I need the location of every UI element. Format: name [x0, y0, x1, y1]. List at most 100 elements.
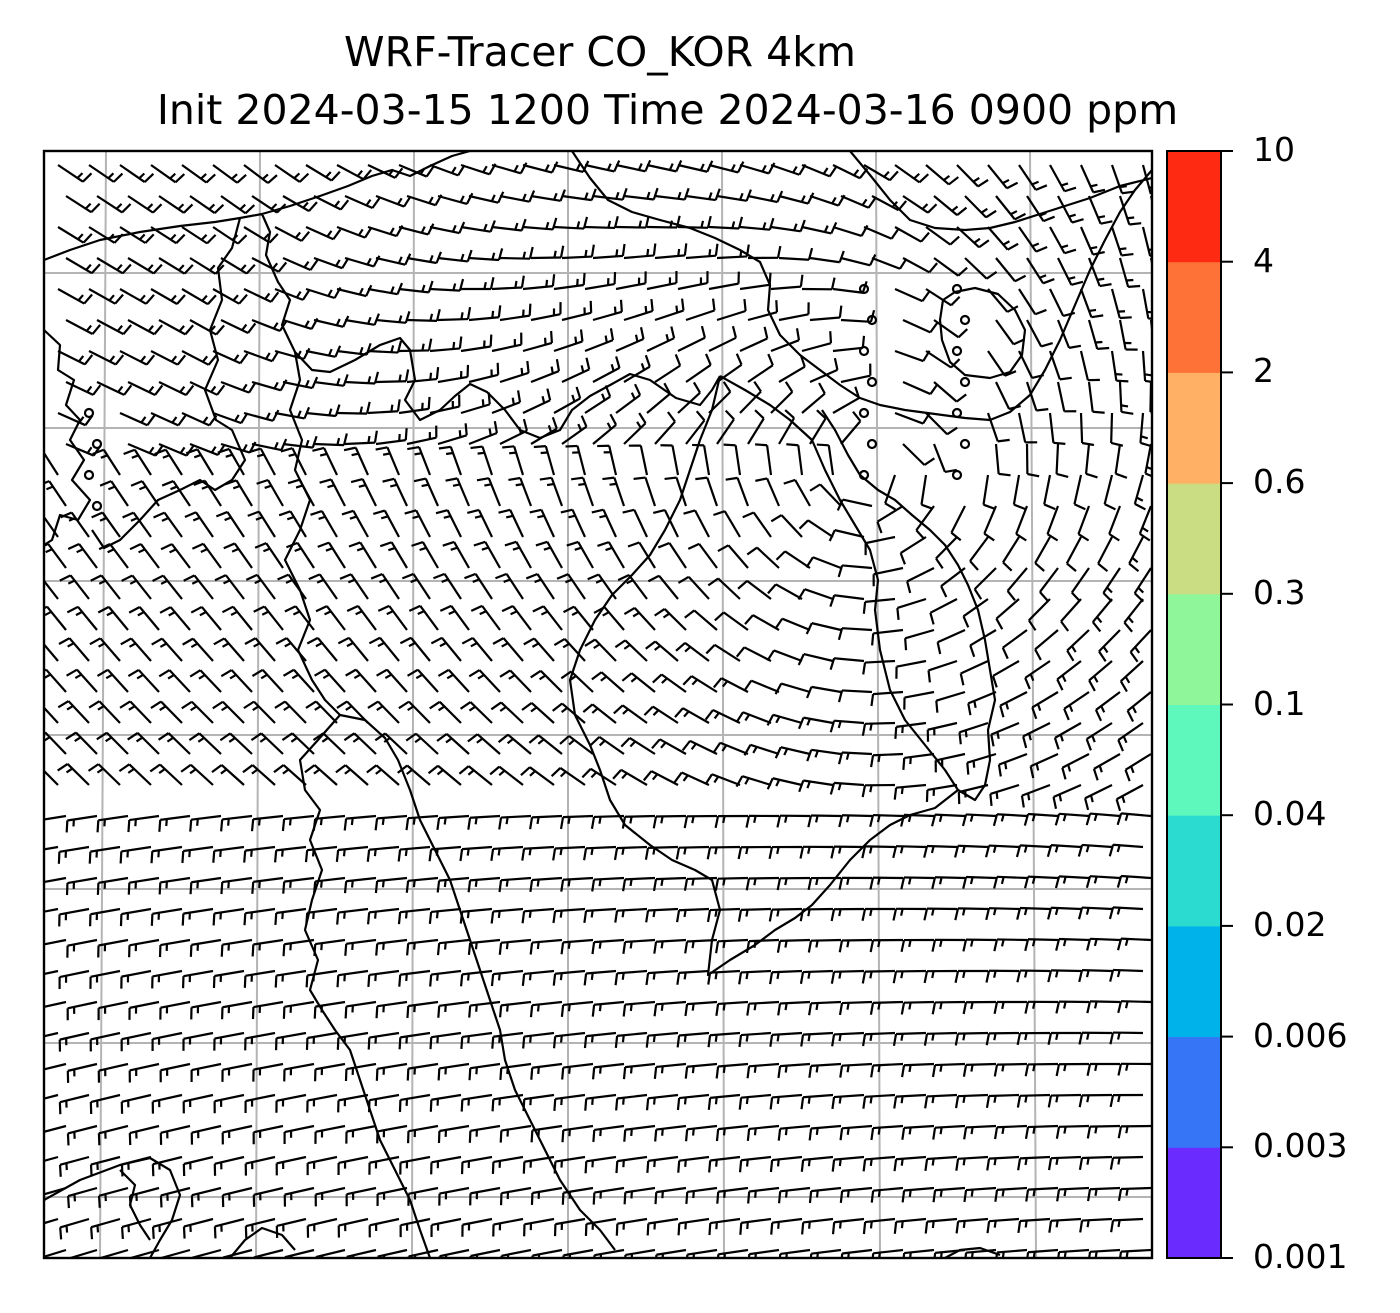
wind-barb	[925, 350, 961, 369]
wind-barb	[985, 1093, 1020, 1109]
wind-barb	[250, 814, 284, 832]
wind-barb	[429, 278, 465, 292]
wind-barb	[583, 1031, 617, 1049]
wind-barb	[522, 388, 552, 414]
wind-barb	[220, 257, 256, 275]
wind-barb	[1128, 536, 1144, 573]
wind-barb	[151, 1217, 183, 1239]
wind-barb	[954, 907, 989, 921]
wind-barb	[491, 275, 525, 291]
wind-barb	[213, 1217, 245, 1239]
wind-barb	[243, 409, 280, 422]
wind-barb	[809, 1248, 842, 1258]
wind-barb	[767, 583, 803, 600]
graticule	[44, 151, 1152, 1258]
wind-barb	[837, 564, 873, 578]
wind-barb	[154, 448, 183, 476]
wind-barb	[869, 752, 904, 768]
wind-barb	[92, 448, 121, 476]
wind-barb	[375, 194, 412, 208]
wind-barb	[401, 572, 431, 600]
wind-barb	[954, 969, 989, 983]
wind-barb	[1024, 1062, 1059, 1077]
wind-barb	[405, 732, 439, 755]
wind-barb	[57, 288, 93, 305]
wind-barb	[923, 844, 958, 858]
wind-barb	[552, 1031, 586, 1049]
wind-barb	[983, 505, 998, 542]
wind-barb	[739, 380, 762, 414]
wind-barb	[926, 721, 958, 742]
wind-barb	[716, 409, 735, 445]
wind-barb	[498, 876, 532, 893]
wind-barb	[652, 814, 687, 829]
wind-barb	[430, 1217, 462, 1237]
wind-barb	[614, 907, 648, 923]
wind-barb	[97, 1062, 129, 1083]
wind-barb	[1079, 164, 1106, 194]
wind-barb	[584, 272, 617, 291]
wind-barb	[932, 1186, 966, 1203]
wind-barb	[962, 1000, 997, 1015]
wind-barb	[1056, 1186, 1090, 1202]
wind-barb	[157, 732, 191, 755]
wind-barb	[437, 364, 470, 384]
wind-barb	[995, 257, 1027, 283]
wind-barb	[44, 769, 59, 786]
wind-barb	[1006, 567, 1028, 602]
wind-barb	[614, 969, 648, 986]
wind-barb	[715, 1124, 749, 1142]
wind-barb	[829, 719, 865, 733]
wind-barb	[933, 319, 969, 339]
wind-barb	[708, 1155, 741, 1173]
wind-barb	[314, 1062, 346, 1082]
wind-barb	[1087, 381, 1105, 414]
wind-barb	[597, 541, 625, 569]
wind-barb	[491, 390, 522, 415]
wind-barb	[931, 1062, 966, 1078]
wind-barb	[256, 478, 284, 507]
wind-barb	[973, 567, 997, 600]
wind-barb	[377, 604, 408, 631]
wind-barb	[149, 763, 183, 786]
wind-barb	[314, 1124, 346, 1144]
wind-barb	[275, 637, 307, 662]
wind-barb	[58, 637, 90, 662]
wind-barb	[645, 907, 679, 923]
wind-barb	[902, 257, 938, 274]
wind-barb	[96, 381, 133, 396]
wind-barb	[684, 1124, 718, 1142]
wind-barb	[498, 938, 532, 955]
meridian-line	[875, 151, 881, 1258]
wind-barb	[746, 1062, 780, 1079]
wind-barb	[399, 636, 431, 662]
wind-barb	[442, 540, 470, 569]
wind-barb	[925, 164, 960, 186]
wind-barb	[153, 511, 183, 538]
wind-barb	[582, 703, 617, 724]
wind-barb	[592, 413, 618, 445]
wind-barb	[158, 381, 195, 397]
wind-barb	[778, 247, 814, 261]
wind-barb	[677, 1155, 710, 1173]
wind-barb	[1117, 1186, 1152, 1202]
wind-barb	[1054, 875, 1090, 889]
wind-barb	[127, 814, 160, 833]
wind-barb	[737, 579, 772, 600]
wind-barb	[305, 404, 341, 418]
wind-barb	[1056, 660, 1082, 691]
wind-barb	[1103, 474, 1116, 511]
wind-barb	[583, 969, 617, 986]
wind-barb	[1116, 937, 1152, 951]
wind-barb	[995, 598, 1020, 630]
wind-barb	[1084, 784, 1113, 811]
wind-barb	[1025, 381, 1049, 412]
wind-barb	[460, 1093, 493, 1112]
wind-barb	[1077, 505, 1091, 542]
wind-barb	[406, 938, 439, 956]
wind-barb	[1117, 1000, 1152, 1014]
wind-barb	[1108, 906, 1144, 920]
wind-barb	[1012, 474, 1026, 510]
wind-barb	[755, 477, 781, 507]
wind-barb	[223, 542, 253, 569]
